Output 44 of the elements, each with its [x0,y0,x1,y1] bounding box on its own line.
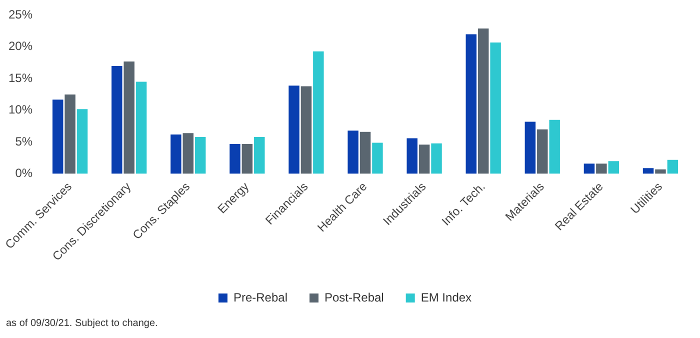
bar [52,100,64,174]
bar [372,142,383,174]
bar [360,132,371,174]
y-tick-label: 15% [8,70,33,85]
bar [76,109,88,174]
legend-label: EM Index [420,290,472,304]
bar [418,144,430,174]
x-tick-label: Info. Tech. [438,179,488,228]
y-tick-label: 20% [8,39,33,54]
bar [490,42,501,174]
bar [524,122,536,174]
bar [230,144,240,174]
bar [584,164,595,174]
bar [313,51,324,174]
legend-label: Pre-Rebal [233,290,288,304]
y-tick-label: 5% [15,134,33,148]
bar [242,144,253,174]
bar [537,129,548,174]
bar [112,66,122,174]
y-tick-label: 0% [15,166,33,180]
bar [182,133,194,174]
bar [431,143,442,174]
text: as of 09/30/21. Subject to change. [6,318,158,329]
y-tick-label: 25% [8,8,33,22]
bar [608,161,620,174]
bar [300,86,312,174]
bar [406,138,418,174]
bar [170,134,182,174]
bar [124,62,134,174]
bar [348,130,358,174]
bar [254,136,265,174]
bar [667,160,678,174]
y-tick-label: 10% [8,102,33,117]
bar [642,168,654,174]
bar [655,169,666,174]
bar [136,82,147,174]
bar [64,94,76,174]
bar [288,86,300,174]
bar [596,164,607,174]
bar [194,136,206,174]
legend-label: Post-Rebal [324,290,384,304]
bar [549,120,560,174]
bar [478,28,489,174]
bar [466,34,477,174]
